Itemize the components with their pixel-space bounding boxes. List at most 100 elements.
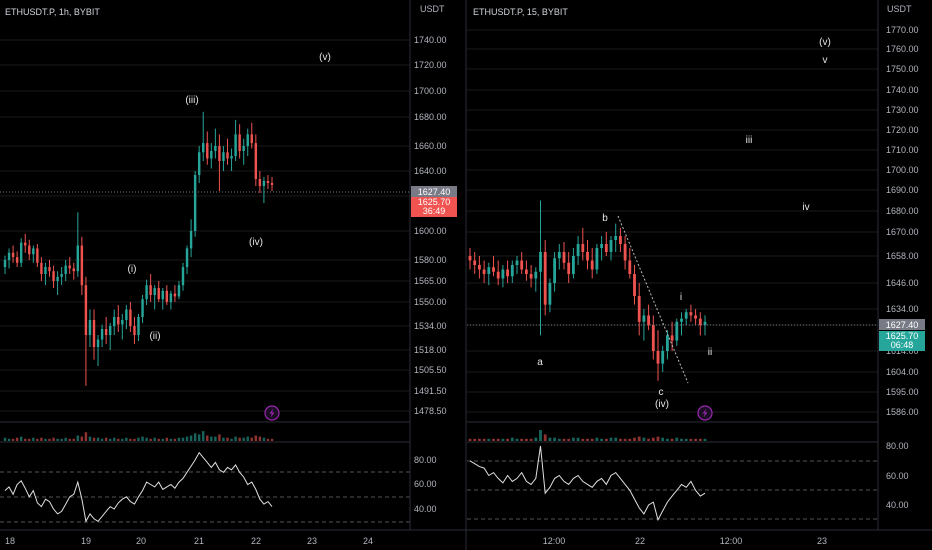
right-chart-panel[interactable]: (v) v iii iv b i a ii c(iv) ETHUSDT.P, 15, BYBIT <box>467 7 878 522</box>
r-price-tick: 1740.00 <box>886 85 919 95</box>
r-wave-label: iv <box>802 202 809 213</box>
l-candle <box>44 262 47 286</box>
left-symbol-title: ETHUSDT.P, 1h, BYBIT <box>5 7 100 17</box>
l-volume-bar <box>113 437 116 441</box>
r-volume-bar <box>595 437 599 441</box>
r-price-tick: 1670.00 <box>886 227 919 237</box>
l-candle <box>222 146 225 171</box>
l-price-tick: 1491.50 <box>414 386 447 396</box>
l-volume-bar <box>270 438 274 441</box>
r-volume-bar <box>534 437 538 441</box>
l-volume-bar <box>177 437 181 441</box>
r-candle <box>581 227 585 261</box>
l-candle <box>52 265 55 288</box>
l-candle <box>113 309 116 335</box>
r-volume-bar <box>548 437 552 441</box>
r-candle <box>468 248 472 270</box>
l-volume-bar <box>250 437 253 441</box>
r-price-tick: 1658.00 <box>886 251 919 261</box>
l-candle <box>270 177 274 191</box>
l-time-tick: 24 <box>363 536 373 546</box>
l-price-tick: 1660.00 <box>414 141 447 151</box>
r-price-tick: 1586.00 <box>886 407 919 417</box>
l-volume-bar <box>125 437 128 441</box>
r-candle <box>590 248 594 279</box>
l-candle <box>3 255 7 274</box>
l-volume-bar <box>234 436 237 441</box>
l-candle <box>11 245 15 263</box>
l-candle <box>7 248 11 269</box>
l-volume-bar <box>254 435 258 441</box>
l-candle <box>96 335 100 366</box>
l-time-tick: 22 <box>251 536 261 546</box>
right-current-price-tag: 1625.70 06:48 <box>879 331 925 351</box>
l-candle <box>19 238 23 267</box>
left-chart-panel[interactable]: (v) (iii) (i) (ii) (iv) ETHUSDT.P, 1h, BYBIT <box>0 7 410 523</box>
r-wave-label: (v) <box>819 37 831 48</box>
r-candle <box>694 309 698 325</box>
l-candle <box>32 245 35 263</box>
r-candle <box>633 265 636 305</box>
r-candle <box>539 200 542 336</box>
r-volume-bar <box>581 438 585 441</box>
l-candle <box>24 233 27 253</box>
r-volume-bar <box>496 438 500 441</box>
l-candle <box>210 143 213 169</box>
l-volume-bar <box>137 437 140 441</box>
l-candle <box>80 236 84 295</box>
l-candle <box>129 302 132 332</box>
right-time-axis[interactable]: 12:00 22 12:00 23 <box>543 536 827 546</box>
r-time-tick: 23 <box>817 536 827 546</box>
r-candle <box>543 240 547 316</box>
l-volume-bar <box>210 436 213 441</box>
r-candle <box>567 252 571 283</box>
l-candle <box>121 314 124 340</box>
left-current-price-value: 1625.70 <box>418 197 451 207</box>
l-volume-bar <box>266 438 270 441</box>
l-candle <box>145 279 148 305</box>
left-price-axis[interactable]: USDT 1740.00 1720.00 1700.00 1680.00 1660.00… <box>409 0 457 530</box>
l-time-tick: 20 <box>136 536 146 546</box>
l-candle <box>56 271 59 295</box>
right-price-axis[interactable]: USDT 1770.00 1760.00 1750.00 1740.00 1730.00… <box>877 0 925 530</box>
right-last-price-tag: 1627.40 <box>879 319 925 330</box>
left-last-price-tag: 1627.40 <box>411 186 457 197</box>
left-replay-icon[interactable] <box>264 405 280 421</box>
l-candle <box>177 281 181 300</box>
r-volume-bar <box>468 438 472 441</box>
l-candle <box>242 138 245 165</box>
l-volume-bar <box>72 438 75 441</box>
l-volume-bar <box>80 436 84 441</box>
r-volume-bar <box>520 438 524 441</box>
l-candle <box>125 305 128 329</box>
r-wave-label: v <box>823 55 828 66</box>
r-candle <box>604 232 608 256</box>
left-time-axis[interactable]: 18 19 20 21 22 23 24 <box>5 536 373 546</box>
r-volume-bar <box>543 434 547 441</box>
l-wave-label: (iii) <box>185 95 198 106</box>
r-candle <box>600 236 604 261</box>
r-volume-bar <box>703 438 707 441</box>
l-candle <box>181 262 185 291</box>
l-volume-bar <box>92 437 96 441</box>
r-rsi-tick: 40.00 <box>886 500 909 510</box>
l-volume-bar <box>149 438 152 441</box>
right-replay-icon[interactable] <box>697 405 713 421</box>
r-candle <box>576 236 580 265</box>
r-volume-bar <box>524 438 528 441</box>
l-rsi-line <box>4 451 273 523</box>
right-symbol-title: ETHUSDT.P, 15, BYBIT <box>473 7 568 17</box>
r-price-tick: 1680.00 <box>886 206 919 216</box>
r-volume-bar <box>670 438 674 441</box>
r-volume-bar <box>515 438 519 441</box>
l-candle <box>76 212 80 277</box>
l-volume-bar <box>226 437 229 441</box>
r-volume-bar <box>642 437 646 441</box>
r-rsi-line <box>469 445 706 522</box>
l-volume-bar <box>32 437 35 441</box>
l-candle <box>197 146 201 183</box>
r-price-tick: 1710.00 <box>886 145 919 155</box>
r-volume-bar <box>604 438 608 441</box>
l-price-tick: 1478.50 <box>414 406 447 416</box>
